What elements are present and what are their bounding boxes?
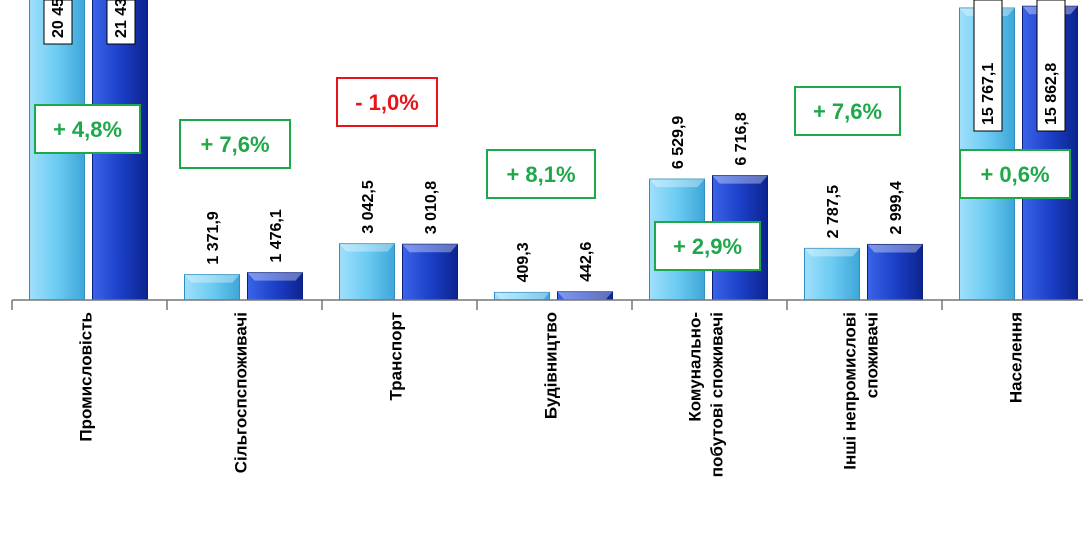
value-label-box [1036,0,1066,132]
bar-bevel [247,272,303,281]
bar [867,243,923,301]
value-label: 2 999,4 [888,181,905,234]
bar-bevel [184,274,240,283]
annotation: - 1,0% [355,90,419,115]
value-label: 21 432,0 [113,0,130,38]
annotation-box [794,86,901,136]
value-label: 2 787,5 [825,185,842,238]
value-label: 6 529,9 [670,116,687,169]
value-label: 20 450,0 [50,0,67,38]
annotation: + 8,1% [506,162,575,187]
annotation: + 0,6% [980,162,1049,187]
value-label-box [106,0,136,45]
x-tick-label: Промисловість [77,312,96,442]
value-label: 1 371,9 [205,211,222,264]
x-tick-label: Транспорт [387,312,406,400]
bar-bevel [494,292,550,301]
x-tick-label: Будівництво [542,312,561,419]
value-label: 6 716,8 [733,112,750,165]
bar [339,243,395,301]
x-tick-label: Сільгоспспоживачі [232,312,251,473]
x-tick-label: побутові споживачі [708,312,727,477]
annotation: + 7,6% [813,99,882,124]
annotation: + 2,9% [673,234,742,259]
bar [402,243,458,301]
annotation-box [34,104,141,154]
value-label: 442,6 [578,242,595,282]
value-label: 409,3 [515,242,532,282]
annotation-box [486,149,596,199]
bar-bevel [649,179,705,188]
bar-bevel [712,175,768,184]
bar-bevel [402,244,458,253]
x-tick-label: Населення [1007,312,1026,403]
value-label-box [43,0,73,45]
bar-bevel [339,243,395,252]
value-label: 15 862,8 [1043,63,1060,125]
annotation-box [654,221,761,271]
annotation: + 7,6% [200,132,269,157]
bar-bevel [557,291,613,300]
annotation-box [959,149,1071,199]
annotation: + 4,8% [53,117,122,142]
x-tick-label: споживачі [863,312,882,398]
bar-bevel [804,248,860,257]
value-label: 3 042,5 [360,180,377,233]
annotation-box [336,77,438,127]
annotation-box [179,119,291,169]
value-label-box [973,0,1003,132]
value-label: 15 767,1 [980,63,997,125]
value-label: 1 476,1 [268,209,285,262]
bar-bevel [867,244,923,253]
x-tick-label: Комунально- [686,312,705,422]
x-tick-label: Інші непромислові [841,312,860,470]
value-label: 3 010,8 [423,181,440,234]
